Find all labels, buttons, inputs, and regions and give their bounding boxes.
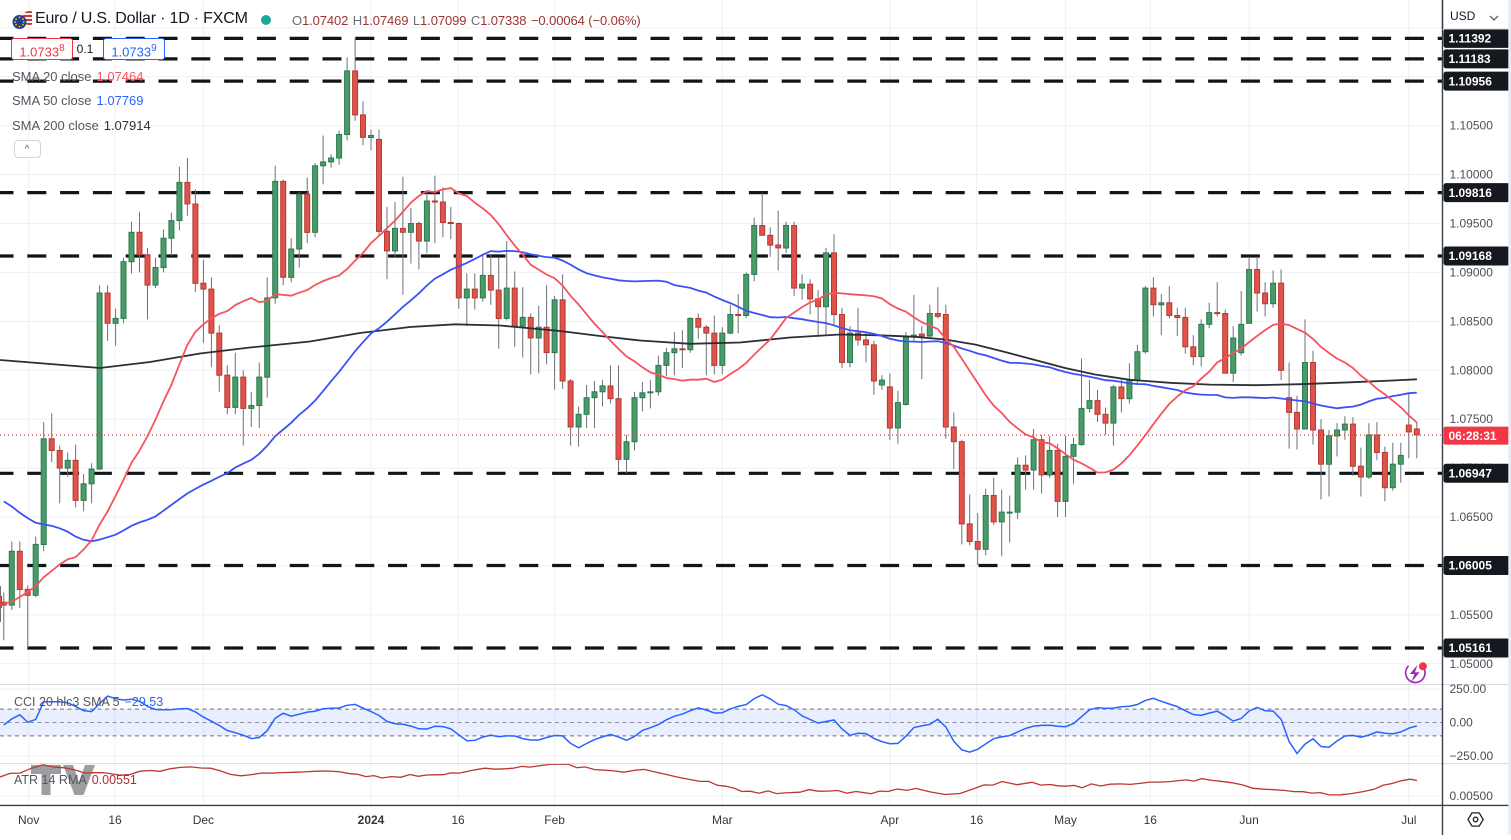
svg-text:Nov: Nov: [18, 813, 39, 827]
svg-text:16: 16: [451, 813, 465, 827]
svg-text:1.08500: 1.08500: [1450, 314, 1494, 328]
svg-text:Mar: Mar: [712, 813, 733, 827]
svg-text:1.05161: 1.05161: [1449, 641, 1493, 655]
svg-text:1.08000: 1.08000: [1450, 363, 1494, 377]
svg-text:Feb: Feb: [544, 813, 565, 827]
svg-text:250.00: 250.00: [1450, 682, 1487, 696]
svg-text:Dec: Dec: [193, 813, 214, 827]
svg-text:16: 16: [970, 813, 984, 827]
svg-text:16: 16: [108, 813, 122, 827]
svg-text:−250.00: −250.00: [1450, 749, 1494, 763]
svg-text:1.06500: 1.06500: [1450, 510, 1494, 524]
svg-text:1.11392: 1.11392: [1449, 32, 1492, 46]
svg-text:1.09500: 1.09500: [1450, 217, 1494, 231]
svg-text:1.06947: 1.06947: [1449, 467, 1493, 481]
svg-text:1.09168: 1.09168: [1449, 249, 1493, 263]
svg-text:0.00500: 0.00500: [1450, 789, 1494, 803]
svg-text:2024: 2024: [358, 813, 385, 827]
svg-text:06:28:31: 06:28:31: [1449, 429, 1497, 443]
svg-text:1.09816: 1.09816: [1449, 186, 1493, 200]
svg-text:1.10956: 1.10956: [1449, 74, 1493, 88]
svg-text:1.10500: 1.10500: [1450, 119, 1494, 133]
svg-text:16: 16: [1144, 813, 1158, 827]
svg-text:0.00: 0.00: [1450, 716, 1474, 730]
svg-text:Jun: Jun: [1239, 813, 1258, 827]
svg-text:1.05000: 1.05000: [1450, 657, 1494, 671]
svg-text:USD: USD: [1450, 9, 1476, 23]
svg-text:1.10000: 1.10000: [1450, 168, 1494, 182]
svg-text:Apr: Apr: [881, 813, 900, 827]
svg-text:1.09000: 1.09000: [1450, 265, 1494, 279]
svg-text:Jul: Jul: [1401, 813, 1416, 827]
svg-text:1.06005: 1.06005: [1449, 559, 1493, 573]
svg-text:May: May: [1054, 813, 1077, 827]
svg-text:1.05500: 1.05500: [1450, 608, 1494, 622]
svg-text:1.07500: 1.07500: [1450, 412, 1494, 426]
svg-text:1.11183: 1.11183: [1449, 52, 1491, 66]
